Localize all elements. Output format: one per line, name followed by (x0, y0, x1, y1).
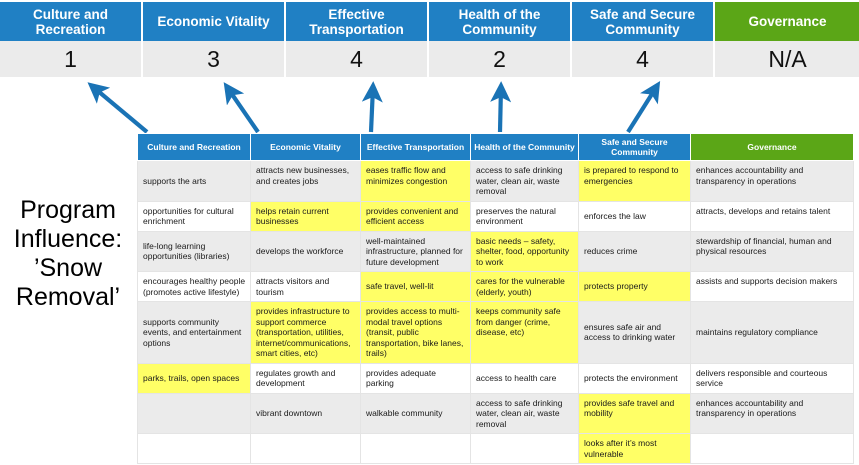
matrix-cell[interactable]: enhances accountability and transparency… (690, 160, 854, 202)
scorecard-header-label: Effective Transportation (309, 6, 404, 37)
matrix-row: life-long learning opportunities (librar… (137, 230, 854, 272)
matrix-cell[interactable]: enforces the law (578, 200, 691, 232)
matrix-cell[interactable]: assists and supports decision makers (690, 271, 854, 302)
arrow-up-health-of-the-community (490, 81, 512, 133)
matrix-header-economic-vitality[interactable]: Economic Vitality (250, 133, 361, 161)
arrow-up-left-culture-and-recreation (87, 82, 149, 134)
scorecard-value-safe-and-secure-community: 4 (572, 41, 715, 77)
matrix-cell[interactable]: basic needs – safety, shelter, food, opp… (470, 230, 579, 272)
arrow-up-effective-transportation (361, 81, 383, 133)
matrix-cell[interactable]: stewardship of financial, human and phys… (690, 230, 854, 272)
arrow-up-right-safe-and-secure-community (626, 81, 661, 134)
matrix-cell[interactable]: enhances accountability and transparency… (690, 392, 854, 434)
scorecard-header-safe-and-secure-community[interactable]: Safe and Secure Community (572, 2, 715, 41)
matrix-header-culture-and-recreation[interactable]: Culture and Recreation (137, 133, 251, 161)
strategic-outcomes-matrix: Culture and Recreation Economic Vitality… (137, 133, 854, 464)
matrix-row: opportunities for cultural enrichment hel… (137, 200, 854, 232)
scorecard-value-effective-transportation: 4 (286, 41, 429, 77)
matrix-cell[interactable]: life-long learning opportunities (librar… (137, 230, 251, 272)
scorecard-header-label: Economic Vitality (157, 14, 270, 29)
matrix-cell[interactable]: regulates growth and development (250, 362, 361, 394)
matrix-cell[interactable]: provides convenient and efficient access (360, 200, 471, 232)
matrix-cell[interactable] (360, 433, 471, 464)
matrix-header-safe-and-secure-community[interactable]: Safe and Secure Community (578, 133, 691, 161)
matrix-row: vibrant downtown walkable community access… (137, 392, 854, 434)
matrix-cell[interactable]: provides infrastructure to support comme… (250, 301, 361, 364)
scorecard-header-economic-vitality[interactable]: Economic Vitality (143, 2, 286, 41)
matrix-row: parks, trails, open spaces regulates grow… (137, 362, 854, 394)
matrix-cell[interactable]: helps retain current businesses (250, 200, 361, 232)
matrix-cell[interactable]: walkable community (360, 392, 471, 434)
matrix-cell[interactable]: provides adequate parking (360, 362, 471, 394)
matrix-cell[interactable]: well-maintained infrastructure, planned … (360, 230, 471, 272)
matrix-cell[interactable]: encourages healthy people (promotes acti… (137, 271, 251, 302)
caption-line-2: Influence: (13, 225, 123, 253)
matrix-cell[interactable]: attracts new businesses, and creates job… (250, 160, 361, 202)
matrix-cell[interactable] (690, 433, 854, 464)
caption-line-1: Program (20, 196, 116, 224)
matrix-cell[interactable]: looks after it’s most vulnerable (578, 433, 691, 464)
scorecard-header-label: Health of the Community (458, 6, 541, 37)
scorecard-header-label: Safe and Secure Community (589, 6, 696, 37)
scorecard-header-culture-and-recreation[interactable]: Culture and Recreation (0, 2, 143, 41)
matrix-cell[interactable]: provides safe travel and mobility (578, 392, 691, 434)
matrix-cell[interactable]: develops the workforce (250, 230, 361, 272)
matrix-cell[interactable]: protects property (578, 271, 691, 302)
matrix-cell[interactable]: preserves the natural environment (470, 200, 579, 232)
matrix-cell[interactable]: attracts visitors and tourism (250, 271, 361, 302)
matrix-header-effective-transportation[interactable]: Effective Transportation (360, 133, 471, 161)
caption-line-4: Removal’ (15, 283, 121, 311)
scorecard-header-governance[interactable]: Governance (715, 2, 859, 41)
matrix-cell[interactable]: access to safe drinking water, clean air… (470, 160, 579, 202)
scorecard-header-effective-transportation[interactable]: Effective Transportation (286, 2, 429, 41)
matrix-row: looks after it’s most vulnerable (137, 433, 854, 464)
matrix-cell[interactable]: is prepared to respond to emergencies (578, 160, 691, 202)
scorecard-value-governance: N/A (715, 41, 859, 77)
matrix-cell[interactable]: reduces crime (578, 230, 691, 272)
matrix-cell[interactable]: ensures safe air and access to drinking … (578, 301, 691, 364)
matrix-cell[interactable] (137, 392, 251, 434)
matrix-cell[interactable]: opportunities for cultural enrichment (137, 200, 251, 232)
matrix-cell[interactable]: supports community events, and entertain… (137, 301, 251, 364)
scorecard-header-row: Culture and Recreation Economic Vitality… (0, 2, 859, 41)
matrix-cell[interactable] (137, 433, 251, 464)
matrix-cell[interactable]: keeps community safe from danger (crime,… (470, 301, 579, 364)
matrix-cell[interactable]: eases traffic flow and minimizes congest… (360, 160, 471, 202)
scorecard-header-label: Culture and Recreation (32, 6, 108, 37)
scorecard-summary-bar: Culture and Recreation Economic Vitality… (0, 2, 859, 80)
matrix-header-governance[interactable]: Governance (690, 133, 854, 161)
matrix-cell[interactable]: access to health care (470, 362, 579, 394)
matrix-header-health-of-the-community[interactable]: Health of the Community (470, 133, 579, 161)
matrix-header-row: Culture and Recreation Economic Vitality… (137, 133, 854, 161)
matrix-cell[interactable]: access to safe drinking water, clean air… (470, 392, 579, 434)
scorecard-value-culture-and-recreation: 1 (0, 41, 143, 77)
matrix-body: supports the arts attracts new businesses… (137, 160, 854, 464)
matrix-cell[interactable]: provides access to multi-modal travel op… (360, 301, 471, 364)
matrix-cell[interactable]: delivers responsible and courteous servi… (690, 362, 854, 394)
matrix-row: supports the arts attracts new businesses… (137, 160, 854, 202)
matrix-cell[interactable]: parks, trails, open spaces (137, 362, 251, 394)
matrix-cell[interactable]: maintains regulatory compliance (690, 301, 854, 364)
arrow-up-left-economic-vitality (223, 82, 260, 134)
matrix-row: supports community events, and entertain… (137, 301, 854, 364)
matrix-cell[interactable]: cares for the vulnerable (elderly, youth… (470, 271, 579, 302)
matrix-cell[interactable] (470, 433, 579, 464)
scorecard-value-health-of-the-community: 2 (429, 41, 572, 77)
program-influence-caption: Program Influence: ’Snow Removal’ (4, 196, 132, 312)
matrix-cell[interactable]: safe travel, well-lit (360, 271, 471, 302)
scorecard-header-label: Governance (748, 14, 827, 29)
matrix-cell[interactable] (250, 433, 361, 464)
caption-line-3: ’Snow (33, 254, 103, 282)
matrix-cell[interactable]: attracts, develops and retains talent (690, 200, 854, 232)
matrix-cell[interactable]: supports the arts (137, 160, 251, 202)
matrix-cell[interactable]: protects the environment (578, 362, 691, 394)
matrix-cell[interactable]: vibrant downtown (250, 392, 361, 434)
scorecard-header-health-of-the-community[interactable]: Health of the Community (429, 2, 572, 41)
scorecard-value-economic-vitality: 3 (143, 41, 286, 77)
matrix-row: encourages healthy people (promotes acti… (137, 271, 854, 302)
scorecard-value-row: 1 3 4 2 4 N/A (0, 41, 859, 80)
